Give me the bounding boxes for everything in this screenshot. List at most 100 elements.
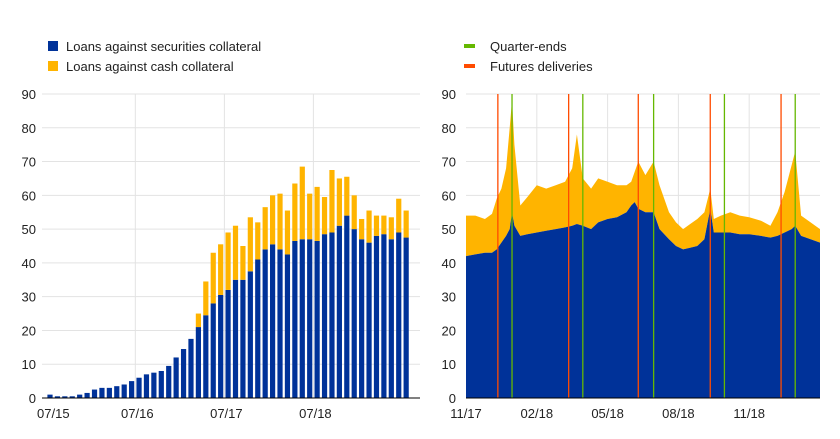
bar-securities	[314, 240, 320, 398]
right-y-tick-label: 70	[442, 155, 456, 170]
bar-securities	[403, 237, 409, 398]
right-x-tick-label: 11/17	[450, 406, 482, 421]
left-bars	[47, 166, 409, 398]
right-areas	[466, 100, 820, 398]
right-y-tick-label: 20	[442, 323, 456, 338]
right-x-tick-label: 02/18	[521, 406, 554, 421]
bar-securities	[299, 239, 305, 398]
right-legend: Quarter-ends Futures deliveries	[464, 39, 593, 74]
right-y-tick-label: 0	[449, 391, 456, 406]
bar-securities	[225, 289, 231, 398]
left-x-tick-label: 07/16	[121, 406, 154, 421]
legend-swatch-securities	[48, 41, 58, 51]
bar-securities	[143, 374, 150, 398]
legend-label-cash: Loans against cash collateral	[66, 59, 234, 74]
left-x-tick-label: 07/15	[37, 406, 70, 421]
bar-cash	[351, 195, 357, 230]
bar-securities	[270, 244, 276, 398]
bar-securities	[136, 377, 142, 398]
bar-securities	[121, 384, 127, 398]
bar-cash	[329, 170, 335, 233]
legend-swatch-futures	[464, 64, 475, 68]
right-x-tick-label: 08/18	[662, 406, 695, 421]
bar-cash	[321, 197, 328, 235]
bar-securities	[203, 315, 209, 398]
bar-securities	[396, 232, 402, 398]
left-y-tick-label: 50	[22, 222, 36, 237]
bar-securities	[47, 394, 53, 398]
bar-securities	[240, 279, 246, 398]
legend-swatch-cash	[48, 61, 58, 71]
bar-securities	[232, 279, 239, 398]
bar-securities	[359, 239, 365, 398]
bar-securities	[54, 396, 61, 398]
right-chart: 0 10 20 30 40 50 60 70 80 90 11/17 02/18 05/18 08/18…	[442, 39, 820, 421]
right-y-tick-labels: 0 10 20 30 40 50 60 70 80 90	[442, 87, 456, 406]
legend-label-securities: Loans against securities collateral	[66, 39, 261, 54]
left-y-tick-label: 60	[22, 188, 36, 203]
bar-securities	[218, 294, 224, 398]
bar-cash	[240, 246, 246, 280]
area-securities	[466, 202, 820, 398]
bar-securities	[381, 234, 387, 398]
bar-securities	[151, 372, 157, 398]
left-y-tick-label: 90	[22, 87, 36, 102]
left-y-tick-label: 20	[22, 323, 36, 338]
bar-securities	[373, 235, 380, 398]
bar-securities	[173, 357, 179, 398]
bar-cash	[336, 178, 342, 226]
right-y-tick-label: 90	[442, 87, 456, 102]
bar-securities	[180, 349, 187, 398]
bar-securities	[195, 327, 201, 398]
bar-securities	[69, 396, 75, 398]
legend-label-futures: Futures deliveries	[490, 59, 593, 74]
right-x-tick-label: 11/18	[733, 406, 765, 421]
right-y-tick-label: 60	[442, 188, 456, 203]
bar-cash	[262, 207, 268, 250]
bar-securities	[366, 242, 372, 398]
bar-cash	[255, 222, 261, 260]
bar-securities	[84, 392, 90, 398]
bar-securities	[292, 240, 298, 398]
bar-cash	[403, 210, 409, 238]
left-y-tick-label: 0	[29, 391, 36, 406]
bar-securities	[166, 365, 172, 398]
left-x-tick-label: 07/18	[299, 406, 332, 421]
bar-securities	[336, 225, 342, 398]
left-y-tick-labels: 0 10 20 30 40 50 60 70 80 90	[22, 87, 36, 406]
bar-cash	[292, 183, 298, 241]
bar-securities	[99, 387, 105, 398]
bar-securities	[255, 259, 261, 398]
bar-cash	[396, 198, 402, 233]
bar-securities	[91, 389, 98, 398]
left-legend: Loans against securities collateral Loan…	[48, 39, 261, 74]
bar-securities	[62, 396, 68, 398]
area-cash	[466, 100, 820, 257]
left-chart: 0 10 20 30 40 50 60 70 80 90 07/15 07/16 07/17 07/18…	[22, 39, 420, 421]
bar-cash	[388, 217, 394, 240]
left-y-tick-label: 40	[22, 256, 36, 271]
bar-securities	[210, 303, 216, 398]
bar-securities	[262, 249, 268, 398]
bar-cash	[232, 225, 239, 280]
bar-cash	[299, 166, 305, 240]
bar-securities	[284, 254, 291, 398]
right-y-tick-label: 40	[442, 256, 456, 271]
right-x-tick-labels: 11/17 02/18 05/18 08/18 11/18	[450, 406, 765, 421]
left-y-tick-label: 70	[22, 155, 36, 170]
bar-securities	[344, 215, 350, 398]
bar-securities	[388, 239, 394, 398]
bar-securities	[77, 394, 83, 398]
bar-cash	[344, 176, 350, 216]
bar-cash	[359, 218, 365, 240]
bar-cash	[277, 193, 283, 250]
bar-securities	[351, 229, 357, 398]
right-y-tick-label: 50	[442, 222, 456, 237]
bar-cash	[210, 252, 216, 304]
bar-securities	[158, 370, 164, 398]
bar-securities	[114, 386, 120, 398]
bar-cash	[195, 313, 201, 328]
bar-cash	[314, 186, 320, 241]
bar-securities	[247, 271, 253, 398]
bar-securities	[321, 234, 328, 398]
